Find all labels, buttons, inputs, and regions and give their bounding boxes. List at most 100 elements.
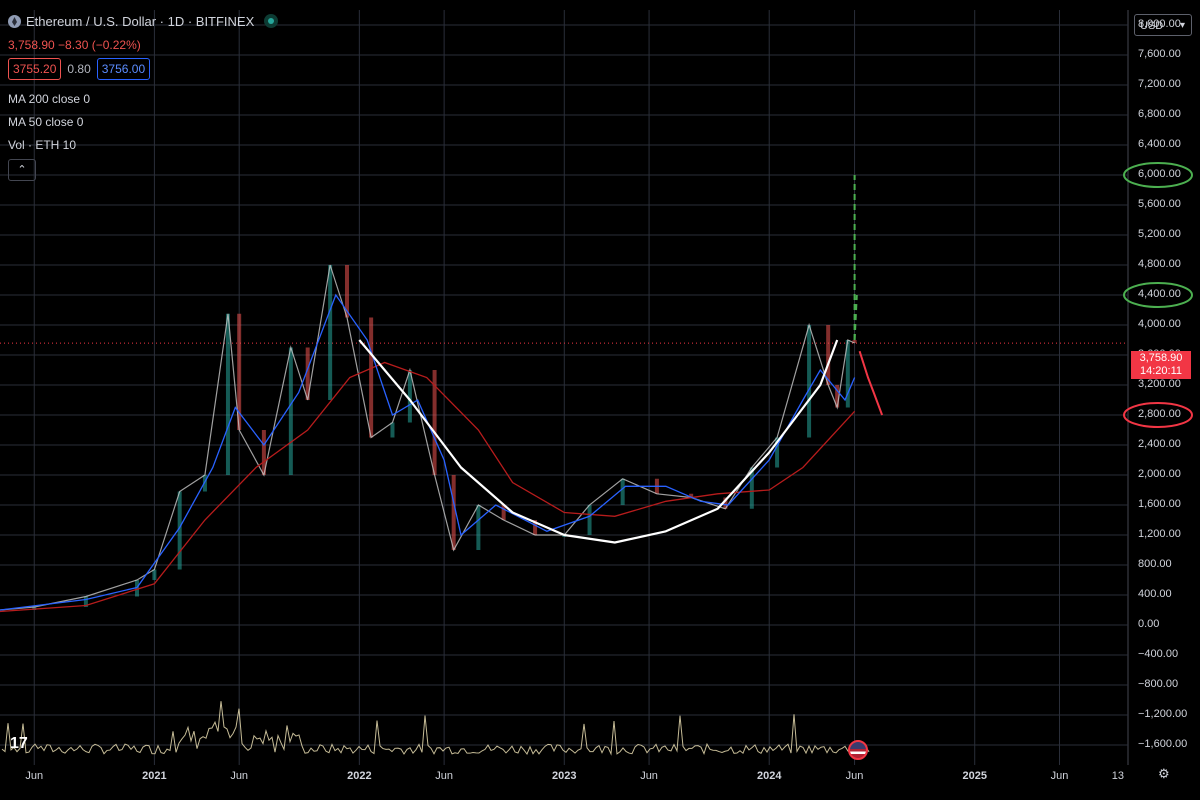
price-candle <box>328 265 333 400</box>
x-tick-label: Jun <box>845 770 864 782</box>
y-tick-label: −1,200.00 <box>1138 708 1188 720</box>
price-candle <box>807 325 812 438</box>
us-flag-icon[interactable] <box>848 740 868 760</box>
price-candle <box>202 475 207 492</box>
y-tick-label: 1,200.00 <box>1138 528 1181 540</box>
bar-countdown: 14:20:11 <box>1139 365 1182 377</box>
price-candle <box>689 493 694 498</box>
price-candle <box>261 430 266 475</box>
y-tick-label: 8,000.00 <box>1138 18 1181 30</box>
volume-series <box>1 701 870 756</box>
market-status-icon[interactable] <box>264 14 279 28</box>
tradingview-logo-icon[interactable]: 17 <box>10 735 28 752</box>
current-price-value: 3,758.90 <box>1139 352 1183 364</box>
price-candle <box>134 580 139 597</box>
target-4400-circle <box>1123 282 1193 308</box>
y-tick-label: 0.00 <box>1138 618 1160 630</box>
gear-icon[interactable]: ⚙ <box>1158 766 1170 781</box>
indicator-ma200[interactable]: MA 200 close 0 <box>8 92 91 106</box>
price-candle <box>451 475 456 550</box>
ma200-line <box>0 361 856 613</box>
ethereum-logo-icon <box>8 15 21 28</box>
indicator-ma50[interactable]: MA 50 close 0 <box>8 115 84 129</box>
price-candle <box>390 422 395 438</box>
x-tick-label: 2024 <box>756 770 782 782</box>
price-candle <box>344 265 349 318</box>
y-tick-label: 7,200.00 <box>1138 78 1181 90</box>
y-tick-label: 5,200.00 <box>1138 228 1181 240</box>
y-tick-label: −800.00 <box>1138 678 1179 690</box>
support-2800-circle <box>1123 402 1193 428</box>
price-candle <box>826 325 831 385</box>
price-candle <box>432 370 437 475</box>
x-tick-label: Jun <box>230 770 249 782</box>
y-tick-label: 5,600.00 <box>1138 198 1181 210</box>
price-candle <box>587 505 592 535</box>
currency-select[interactable]: USD ▾ <box>1134 14 1192 36</box>
ask-button[interactable]: 3756.00 <box>96 58 151 80</box>
y-tick-label: 2,800.00 <box>1138 408 1181 420</box>
bearish-path-line <box>858 350 884 416</box>
price-candle <box>845 340 850 408</box>
price-series-line <box>0 264 855 611</box>
symbol-title[interactable]: Ethereum / U.S. Dollar · 1D · BITFINEX <box>8 14 279 29</box>
bid-button[interactable]: 3755.20 <box>8 58 62 80</box>
y-tick-label: 2,400.00 <box>1138 438 1181 450</box>
price-candle <box>775 437 780 468</box>
bid-ask-panel: 3755.20 0.80 3756.00 <box>8 58 151 80</box>
price-candle <box>225 313 230 475</box>
price-candle <box>476 505 481 550</box>
x-tick-label: Jun <box>435 770 453 782</box>
price-candle <box>852 340 857 343</box>
collapse-indicators-button[interactable]: ⌃ <box>8 159 36 181</box>
chevron-down-icon: ▾ <box>1179 20 1185 31</box>
price-candle <box>620 478 625 505</box>
price-candle <box>177 491 182 570</box>
price-candle <box>835 385 840 408</box>
x-tick-label: 13 <box>1111 770 1125 782</box>
ma50-line <box>0 293 856 611</box>
indicator-volume[interactable]: Vol · ETH 10 <box>8 138 77 152</box>
x-tick-label: 2023 <box>552 770 577 782</box>
y-tick-label: 3,200.00 <box>1138 378 1181 390</box>
cup-pattern-curve <box>358 339 839 544</box>
price-candle <box>501 505 506 520</box>
price-candle <box>533 520 538 535</box>
y-tick-label: 4,000.00 <box>1138 318 1181 330</box>
price-change: 3,758.90 −8.30 (−0.22%) <box>8 38 141 52</box>
x-tick-label: 2022 <box>347 770 372 782</box>
x-tick-label: 2025 <box>962 770 987 782</box>
x-tick-label: Jun <box>1050 770 1069 782</box>
price-candle <box>237 313 242 430</box>
currency-label: USD <box>1140 20 1164 32</box>
y-tick-label: −400.00 <box>1138 648 1179 660</box>
price-candle <box>749 467 754 509</box>
y-tick-label: 4,800.00 <box>1138 258 1181 270</box>
y-tick-label: 1,600.00 <box>1138 498 1181 510</box>
x-tick-label: Jun <box>25 770 44 782</box>
y-tick-label: 7,600.00 <box>1138 48 1181 60</box>
target-6000-circle <box>1123 162 1193 188</box>
price-candle <box>305 347 310 400</box>
price-candle <box>407 370 412 423</box>
price-candle <box>369 317 374 438</box>
price-candle <box>288 347 293 475</box>
symbol-title-text: Ethereum / U.S. Dollar · 1D · BITFINEX <box>26 14 255 29</box>
price-candle <box>83 596 88 607</box>
y-tick-label: 6,000.00 <box>1138 168 1181 180</box>
y-tick-label: 4,400.00 <box>1138 288 1181 300</box>
price-candle <box>723 497 728 509</box>
target-path-line <box>853 294 858 341</box>
y-tick-label: 6,800.00 <box>1138 108 1181 120</box>
y-tick-label: −1,600.00 <box>1138 738 1188 750</box>
y-tick-label: 2,000.00 <box>1138 468 1181 480</box>
spread-value: 0.80 <box>67 62 91 76</box>
y-tick-label: 800.00 <box>1138 558 1172 570</box>
x-tick-label: 2021 <box>142 770 167 782</box>
y-tick-label: 6,400.00 <box>1138 138 1181 150</box>
current-price-label: 3,758.90 14:20:11 <box>1131 351 1191 379</box>
x-tick-label: Jun <box>640 770 658 782</box>
price-candle <box>152 569 157 580</box>
y-tick-label: 400.00 <box>1138 588 1172 600</box>
